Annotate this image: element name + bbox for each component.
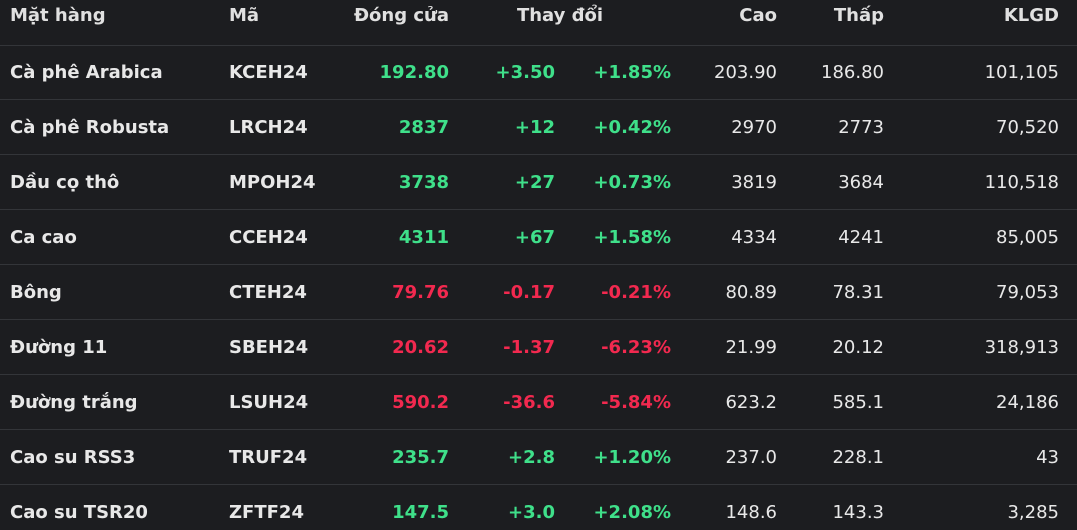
change-percent: +0.73%	[593, 172, 671, 193]
low: 585.1	[832, 392, 884, 413]
low: 186.80	[821, 62, 884, 83]
symbol: TRUF24	[229, 447, 308, 468]
high: 203.90	[714, 62, 777, 83]
volume: 110,518	[984, 172, 1059, 193]
table-row: Dầu cọ thô MPOH24 3738 +27 +0.73% 3819 3684 110…	[0, 155, 1077, 210]
change-percent: -0.21%	[601, 282, 671, 303]
commodity-name: Cà phê Arabica	[10, 62, 163, 83]
low: 20.12	[832, 337, 884, 358]
change: -1.37	[503, 337, 555, 358]
close-price: 192.80	[379, 62, 449, 83]
commodity-name: Cao su RSS3	[10, 447, 136, 468]
high: 80.89	[725, 282, 777, 303]
close-price: 235.7	[392, 447, 449, 468]
change: +27	[514, 172, 555, 193]
high: 3819	[731, 172, 777, 193]
low: 2773	[838, 117, 884, 138]
change-percent: +1.20%	[593, 447, 671, 468]
change-percent: +1.85%	[593, 62, 671, 83]
change: +12	[514, 117, 555, 138]
close-price: 4311	[398, 227, 449, 248]
change-percent: +2.08%	[593, 502, 671, 523]
low: 3684	[838, 172, 884, 193]
commodity-name: Dầu cọ thô	[10, 172, 120, 193]
close-price: 20.62	[392, 337, 449, 358]
table-row: Ca cao CCEH24 4311 +67 +1.58% 4334 4241 85,005	[0, 210, 1077, 265]
volume: 101,105	[984, 62, 1059, 83]
header-cell: Mặt hàng	[10, 5, 106, 26]
table-row: Cao su TSR20 ZFTF24 147.5 +3.0 +2.08% 148.6 14…	[0, 485, 1077, 530]
change: +67	[514, 227, 555, 248]
table-row: Đường trắng LSUH24 590.2 -36.6 -5.84% 623.2 58…	[0, 375, 1077, 430]
change: -0.17	[503, 282, 555, 303]
low: 78.31	[832, 282, 884, 303]
change: -36.6	[503, 392, 555, 413]
header-cell: Cao	[739, 5, 777, 26]
high: 148.6	[725, 502, 777, 523]
header-cell: Mã	[229, 5, 260, 26]
table-row: Đường 11 SBEH24 20.62 -1.37 -6.23% 21.99 20.12…	[0, 320, 1077, 375]
low: 4241	[838, 227, 884, 248]
symbol: CCEH24	[229, 227, 308, 248]
volume: 24,186	[996, 392, 1059, 413]
commodity-name: Đường trắng	[10, 392, 138, 413]
volume: 3,285	[1007, 502, 1059, 523]
volume: 318,913	[984, 337, 1059, 358]
commodity-name: Ca cao	[10, 227, 77, 248]
high: 21.99	[725, 337, 777, 358]
low: 143.3	[832, 502, 884, 523]
symbol: LRCH24	[229, 117, 308, 138]
high: 2970	[731, 117, 777, 138]
header-cell: Thấp	[833, 5, 884, 26]
table-row: Cà phê Robusta LRCH24 2837 +12 +0.42% 2970 277…	[0, 100, 1077, 155]
change-percent: -5.84%	[601, 392, 671, 413]
commodity-name: Bông	[10, 282, 62, 303]
high: 623.2	[725, 392, 777, 413]
table-row: Cà phê Arabica KCEH24 192.80 +3.50 +1.85% 203…	[0, 45, 1077, 100]
close-price: 79.76	[392, 282, 449, 303]
header-row: Mặt hàng Mã Đóng cửa Thay đổi Cao Thấp KLGD	[0, 0, 1077, 46]
volume: 79,053	[996, 282, 1059, 303]
table-row: Cao su RSS3 TRUF24 235.7 +2.8 +1.20% 237.0 228…	[0, 430, 1077, 485]
change-percent: -6.23%	[601, 337, 671, 358]
commodity-name: Cà phê Robusta	[10, 117, 170, 138]
header-cell: Thay đổi	[516, 5, 604, 26]
commodity-name: Cao su TSR20	[10, 502, 148, 523]
symbol: SBEH24	[229, 337, 309, 358]
change: +2.8	[508, 447, 555, 468]
close-price: 590.2	[392, 392, 449, 413]
header-cell: Đóng cửa	[353, 5, 449, 26]
high: 4334	[731, 227, 777, 248]
symbol: MPOH24	[229, 172, 316, 193]
symbol: CTEH24	[229, 282, 307, 303]
change-percent: +0.42%	[593, 117, 671, 138]
low: 228.1	[832, 447, 884, 468]
volume: 43	[1036, 447, 1059, 468]
close-price: 147.5	[392, 502, 449, 523]
change-percent: +1.58%	[593, 227, 671, 248]
symbol: KCEH24	[229, 62, 308, 83]
close-price: 2837	[398, 117, 449, 138]
change: +3.50	[495, 62, 556, 83]
symbol: ZFTF24	[229, 502, 304, 523]
volume: 70,520	[996, 117, 1059, 138]
header-cell: KLGD	[1003, 5, 1059, 26]
volume: 85,005	[996, 227, 1059, 248]
high: 237.0	[725, 447, 777, 468]
change: +3.0	[508, 502, 555, 523]
table-row: Bông CTEH24 79.76 -0.17 -0.21% 80.89 78.31 79,0…	[0, 265, 1077, 320]
commodity-name: Đường 11	[10, 337, 108, 358]
close-price: 3738	[398, 172, 449, 193]
symbol: LSUH24	[229, 392, 309, 413]
